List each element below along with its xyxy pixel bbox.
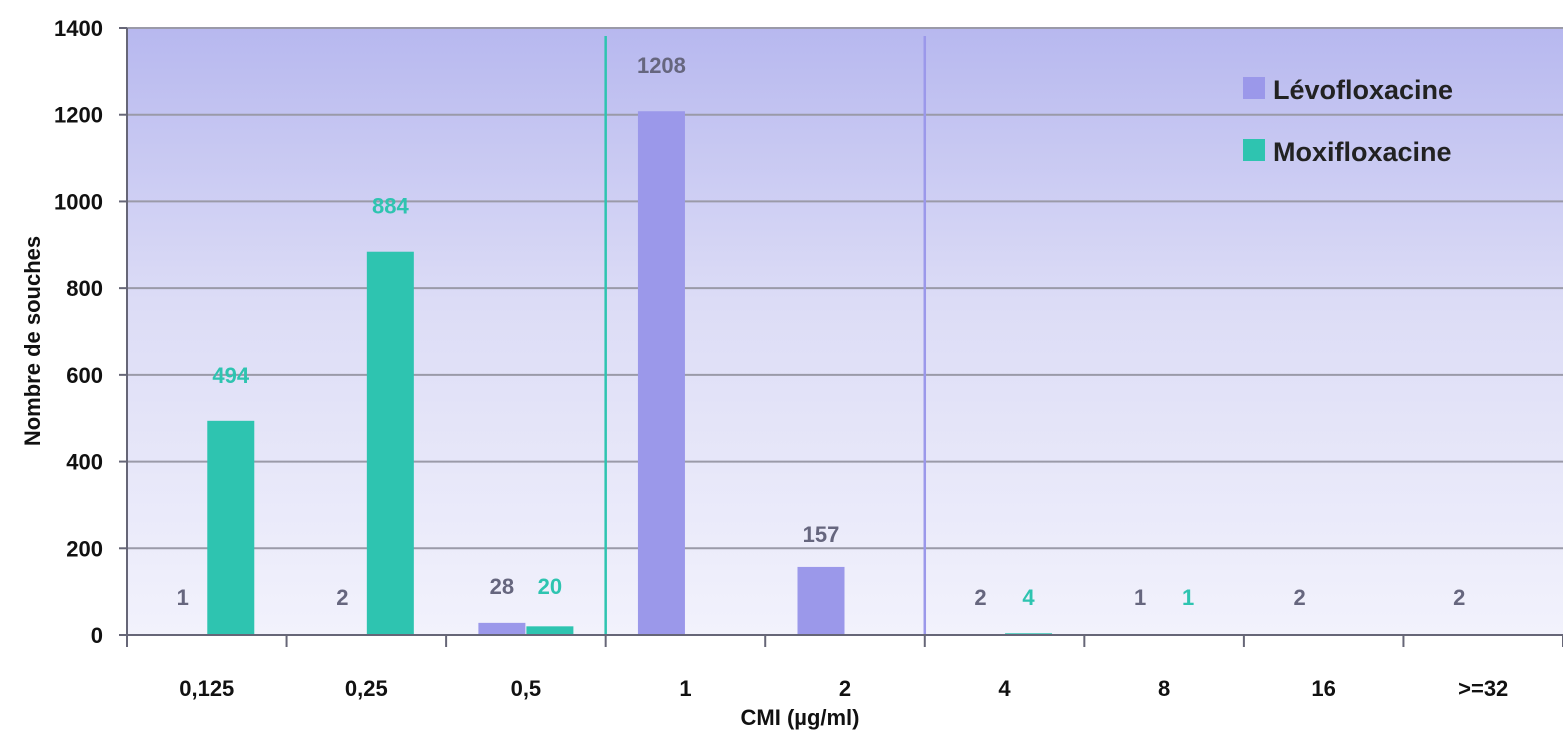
bar bbox=[366, 251, 414, 636]
legend: Lévofloxacine Moxifloxacine bbox=[1243, 75, 1453, 167]
y-tick-label: 1000 bbox=[54, 189, 103, 214]
x-tick-labels: 0,125 0,25 0,5 1 2 4 8 16 >=32 bbox=[179, 676, 1508, 701]
bar bbox=[637, 111, 685, 635]
data-label: 1 bbox=[177, 585, 189, 610]
plot-background bbox=[127, 28, 1563, 635]
data-label: 494 bbox=[212, 363, 249, 388]
x-tick-label: 4 bbox=[998, 676, 1011, 701]
y-tick-label: 1200 bbox=[54, 103, 103, 128]
data-label: 2 bbox=[1453, 585, 1465, 610]
bar bbox=[207, 420, 255, 635]
data-label: 2 bbox=[1294, 585, 1306, 610]
axes bbox=[119, 28, 1563, 647]
x-tick-label: 0,25 bbox=[345, 676, 388, 701]
x-axis-title: CMI (µg/ml) bbox=[741, 705, 860, 730]
reference-lines bbox=[604, 36, 927, 635]
legend-swatch bbox=[1243, 77, 1265, 99]
data-label: 2 bbox=[974, 585, 986, 610]
x-tick-label: 8 bbox=[1158, 676, 1170, 701]
y-tick-label: 0 bbox=[91, 623, 103, 648]
y-tick-label: 1400 bbox=[54, 16, 103, 41]
x-tick-label: 0,125 bbox=[179, 676, 234, 701]
legend-label: Moxifloxacine bbox=[1273, 137, 1452, 167]
y-axis-title: Nombre de souches bbox=[20, 236, 45, 446]
bar bbox=[478, 622, 526, 635]
x-tick-label: 16 bbox=[1311, 676, 1335, 701]
y-tick-label: 600 bbox=[66, 363, 103, 388]
bars bbox=[159, 111, 1483, 636]
data-label: 1 bbox=[1182, 585, 1194, 610]
data-label: 2 bbox=[336, 585, 348, 610]
legend-label: Lévofloxacine bbox=[1273, 75, 1453, 105]
y-tick-label: 800 bbox=[66, 276, 103, 301]
x-tick-label: 2 bbox=[839, 676, 851, 701]
legend-swatch bbox=[1243, 139, 1265, 161]
gridlines bbox=[127, 27, 1563, 550]
y-tick-label: 400 bbox=[66, 450, 103, 475]
x-tick-label: 0,5 bbox=[511, 676, 542, 701]
data-label: 20 bbox=[538, 574, 562, 599]
data-labels: 1 2 28 1208 157 2 1 2 2 494 884 20 4 1 bbox=[177, 53, 1466, 610]
x-tick-label: >=32 bbox=[1458, 676, 1508, 701]
y-tick-labels: 0 200 400 600 800 1000 1200 1400 bbox=[54, 16, 127, 648]
data-label: 28 bbox=[490, 574, 514, 599]
y-tick-label: 200 bbox=[66, 536, 103, 561]
data-label: 4 bbox=[1022, 585, 1035, 610]
data-label: 1 bbox=[1134, 585, 1146, 610]
bar bbox=[526, 626, 574, 635]
data-label: 884 bbox=[372, 194, 409, 219]
bar bbox=[797, 566, 845, 635]
x-tick-label: 1 bbox=[679, 676, 691, 701]
data-label: 1208 bbox=[637, 53, 686, 78]
data-label: 157 bbox=[803, 522, 840, 547]
